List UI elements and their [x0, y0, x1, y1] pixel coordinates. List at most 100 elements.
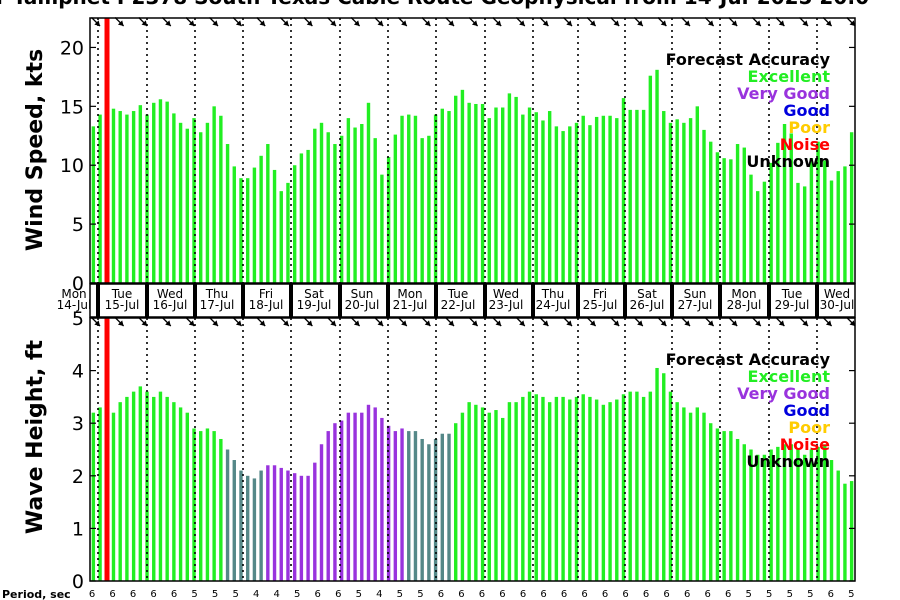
date-label: 19-Jul [297, 298, 332, 312]
period-value: 5 [807, 589, 813, 600]
data-bar [769, 449, 773, 581]
data-bar [554, 126, 559, 283]
date-label: 29-Jul [775, 298, 810, 312]
date-label: 23-Jul [489, 298, 524, 312]
data-bar [205, 122, 210, 283]
direction-arrow [161, 17, 172, 27]
period-value: 5 [766, 589, 772, 600]
period-value: 6 [315, 589, 321, 600]
data-bar [729, 159, 733, 283]
data-bar [386, 425, 391, 581]
period-value: 6 [479, 589, 485, 600]
now-marker [104, 318, 110, 581]
date-label: 20-Jul [345, 298, 380, 312]
period-value: 6 [130, 589, 136, 600]
data-bar [360, 412, 364, 581]
data-bar [205, 428, 210, 581]
direction-arrow [91, 317, 101, 327]
period-value: 5 [191, 589, 197, 600]
data-bar [373, 138, 377, 283]
data-bar [507, 93, 512, 283]
data-bar [802, 186, 807, 283]
y-tick-label: 20 [60, 37, 84, 59]
data-bar [279, 191, 283, 283]
data-bar [615, 399, 619, 581]
weekday-label: Mon [61, 287, 86, 301]
data-bar [668, 122, 673, 283]
data-bar [688, 118, 693, 283]
data-bar [413, 115, 418, 283]
data-bar [742, 444, 746, 581]
legend-entry: Noise [780, 135, 830, 154]
data-bar [158, 99, 163, 284]
data-bar [138, 105, 143, 283]
data-bar [266, 465, 270, 581]
data-bar [729, 431, 733, 581]
data-bar [192, 118, 196, 283]
period-value: 6 [540, 589, 546, 600]
data-bar [521, 396, 525, 581]
data-bar [709, 141, 713, 283]
data-bar [246, 178, 250, 283]
data-bar [608, 402, 612, 581]
data-bar [313, 462, 317, 581]
data-bar [225, 449, 230, 581]
data-bar [849, 132, 854, 283]
direction-arrow [468, 17, 479, 27]
data-bar [501, 107, 505, 283]
data-bar [172, 402, 176, 581]
direction-arrow [704, 317, 715, 327]
data-bar [568, 126, 572, 283]
direction-arrow [539, 317, 549, 327]
y-tick-label: 3 [72, 413, 84, 435]
data-bar [299, 475, 304, 581]
data-bar [393, 134, 398, 283]
data-bar [702, 412, 706, 581]
y-tick-label: 15 [60, 96, 84, 118]
data-bar [286, 470, 290, 581]
data-bar [91, 126, 96, 283]
period-value: 4 [376, 589, 382, 600]
direction-arrow [185, 17, 195, 27]
data-bar [588, 396, 592, 581]
period-value: 5 [294, 589, 300, 600]
data-bar [474, 404, 478, 581]
data-bar [165, 396, 169, 581]
direction-arrow [256, 317, 266, 327]
direction-arrow [114, 317, 125, 327]
data-bar [407, 431, 411, 581]
data-bar [252, 478, 257, 581]
data-bar [467, 402, 471, 581]
data-bar [782, 124, 787, 283]
direction-arrow [303, 317, 313, 327]
data-bar [192, 428, 196, 581]
period-value: 6 [581, 589, 587, 600]
data-bar [641, 396, 646, 581]
data-bar [796, 182, 800, 283]
data-bar [118, 111, 122, 283]
data-bar [722, 158, 726, 283]
data-bar [615, 118, 619, 283]
data-bar [581, 394, 585, 581]
direction-arrow [421, 17, 431, 27]
y-tick-label: 0 [72, 571, 84, 593]
data-bar [675, 119, 679, 283]
data-bar [635, 109, 639, 284]
data-bar [259, 470, 263, 581]
data-bar [628, 109, 632, 284]
direction-arrow [586, 317, 597, 327]
data-bar [655, 69, 659, 283]
data-bar [178, 407, 183, 581]
period-value: 6 [622, 589, 628, 600]
weekday-label: Sat [304, 287, 324, 301]
period-value: 6 [643, 589, 649, 600]
direction-arrow [822, 17, 833, 27]
data-bar [232, 166, 236, 283]
data-bar [259, 155, 263, 283]
data-bar [239, 470, 243, 581]
wave-ylabel: Wave Height, ft [23, 339, 48, 534]
data-bar [494, 410, 498, 581]
period-value: 5 [787, 589, 793, 600]
date-label: 16-Jul [153, 298, 188, 312]
data-bar [246, 475, 250, 581]
